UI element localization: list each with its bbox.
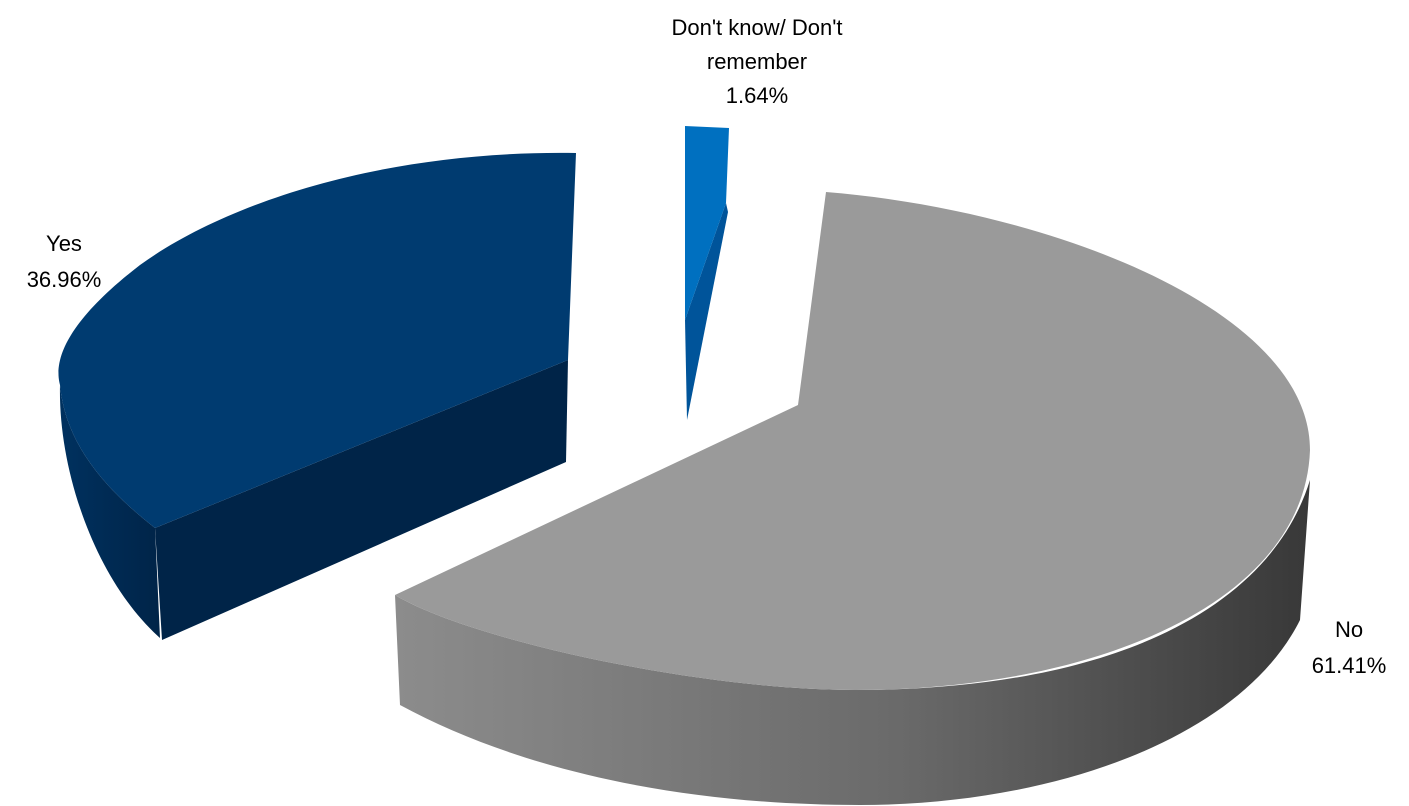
pie-slice-yes: [58, 152, 576, 640]
pie-slice-yes-cut-side: [155, 360, 568, 640]
pie-slice-yes-outer-side: [59, 385, 160, 638]
label-dont-know-value: 1.64%: [726, 83, 788, 108]
pie-slice-no: [395, 192, 1310, 805]
label-dont-know-line1: Don't know/ Don't: [671, 15, 842, 40]
label-yes-value: 36.96%: [27, 267, 102, 292]
label-no-name: No: [1335, 617, 1363, 642]
label-no-value: 61.41%: [1312, 653, 1387, 678]
label-dont-know-line2: remember: [707, 49, 807, 74]
pie-slice-dont-know-side: [685, 203, 728, 420]
pie-slice-no-side: [395, 480, 1310, 805]
pie-slice-yes-top: [58, 152, 576, 528]
pie-slice-dont-know: [685, 126, 729, 420]
pie-slice-no-top: [395, 192, 1310, 690]
pie-slice-dont-know-top: [685, 126, 729, 320]
label-yes-name: Yes: [46, 231, 82, 256]
